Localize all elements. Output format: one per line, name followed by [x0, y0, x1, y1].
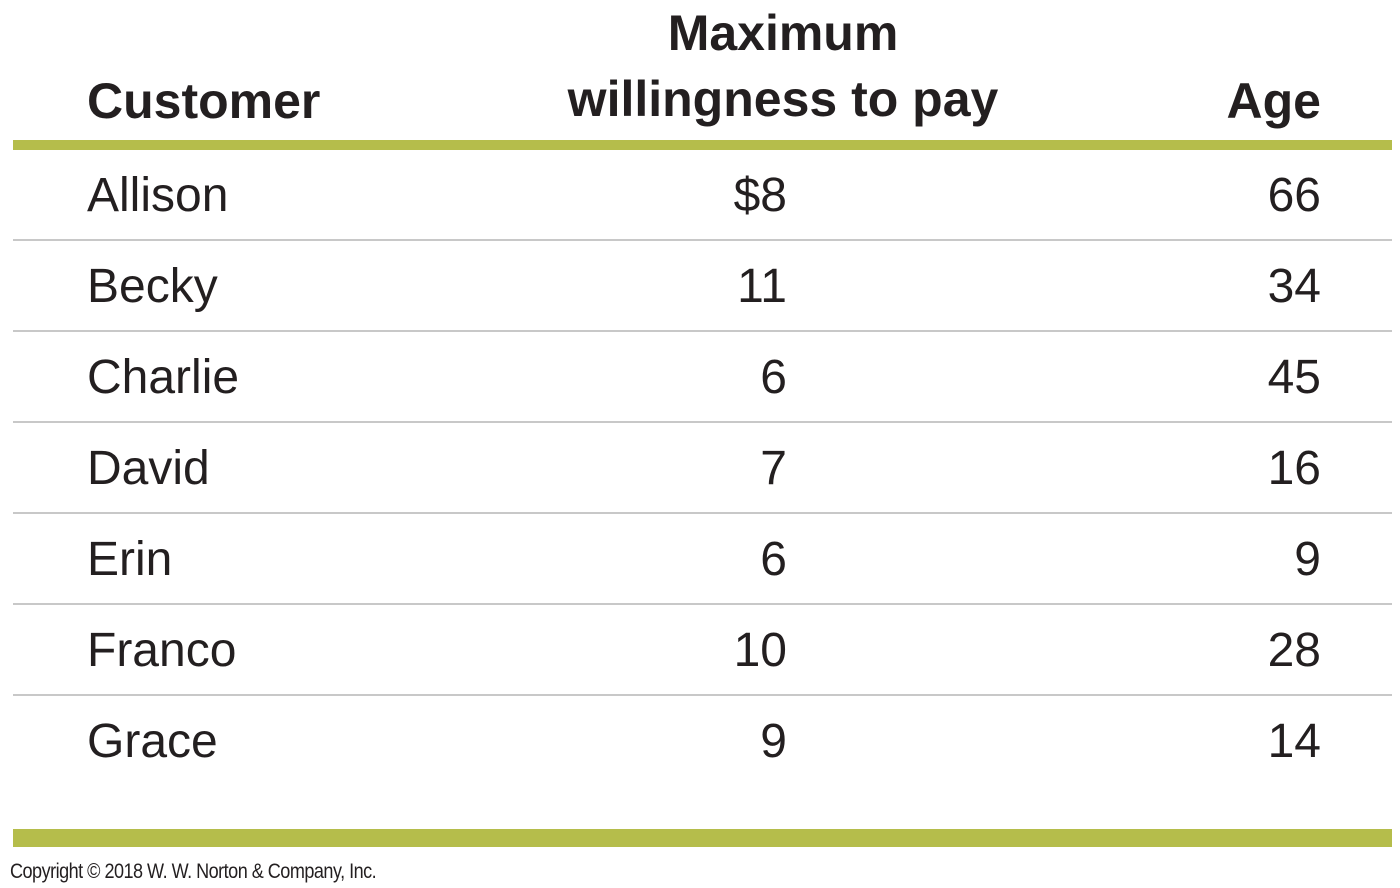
cell-customer: Erin — [87, 533, 173, 586]
footer-rule — [13, 829, 1392, 847]
header-wtp-line2: willingness to pay — [567, 71, 999, 127]
cell-age: 66 — [1267, 169, 1321, 222]
header-willingness-to-pay: Maximum willingness to pay — [558, 0, 1008, 132]
cell-age: 45 — [1267, 351, 1321, 404]
cell-customer: David — [87, 442, 210, 495]
table-row: David 7 16 — [13, 423, 1392, 514]
cell-wtp: 7 — [760, 442, 787, 495]
cell-age: 34 — [1267, 260, 1321, 313]
cell-customer: Becky — [87, 260, 218, 313]
cell-age: 9 — [1294, 533, 1321, 586]
table-row: Charlie 6 45 — [13, 332, 1392, 423]
cell-wtp: 10 — [733, 624, 787, 677]
cell-wtp: $8 — [733, 169, 787, 222]
table-row: Allison $8 66 — [13, 150, 1392, 241]
header-age: Age — [1226, 73, 1321, 129]
header-wtp-line1: Maximum — [667, 5, 899, 61]
data-table: Customer Maximum willingness to pay Age … — [13, 0, 1392, 806]
cell-wtp: 11 — [737, 260, 787, 313]
table-row: Erin 6 9 — [13, 514, 1392, 605]
header-rule — [13, 140, 1392, 150]
table-row: Becky 11 34 — [13, 241, 1392, 332]
cell-age: 16 — [1267, 442, 1321, 495]
cell-customer: Charlie — [87, 351, 240, 404]
cell-wtp: 6 — [760, 533, 787, 586]
header-customer: Customer — [87, 73, 321, 129]
table-row: Grace 9 14 — [13, 696, 1392, 806]
table-header: Customer Maximum willingness to pay Age — [13, 0, 1392, 140]
table-row: Franco 10 28 — [13, 605, 1392, 696]
cell-customer: Grace — [87, 715, 218, 768]
cell-customer: Franco — [87, 624, 237, 677]
cell-wtp: 6 — [760, 351, 787, 404]
cell-wtp: 9 — [760, 715, 787, 768]
cell-age: 28 — [1267, 624, 1321, 677]
cell-customer: Allison — [87, 169, 229, 222]
copyright-notice: Copyright © 2018 W. W. Norton & Company,… — [10, 860, 377, 883]
cell-age: 14 — [1267, 715, 1321, 768]
